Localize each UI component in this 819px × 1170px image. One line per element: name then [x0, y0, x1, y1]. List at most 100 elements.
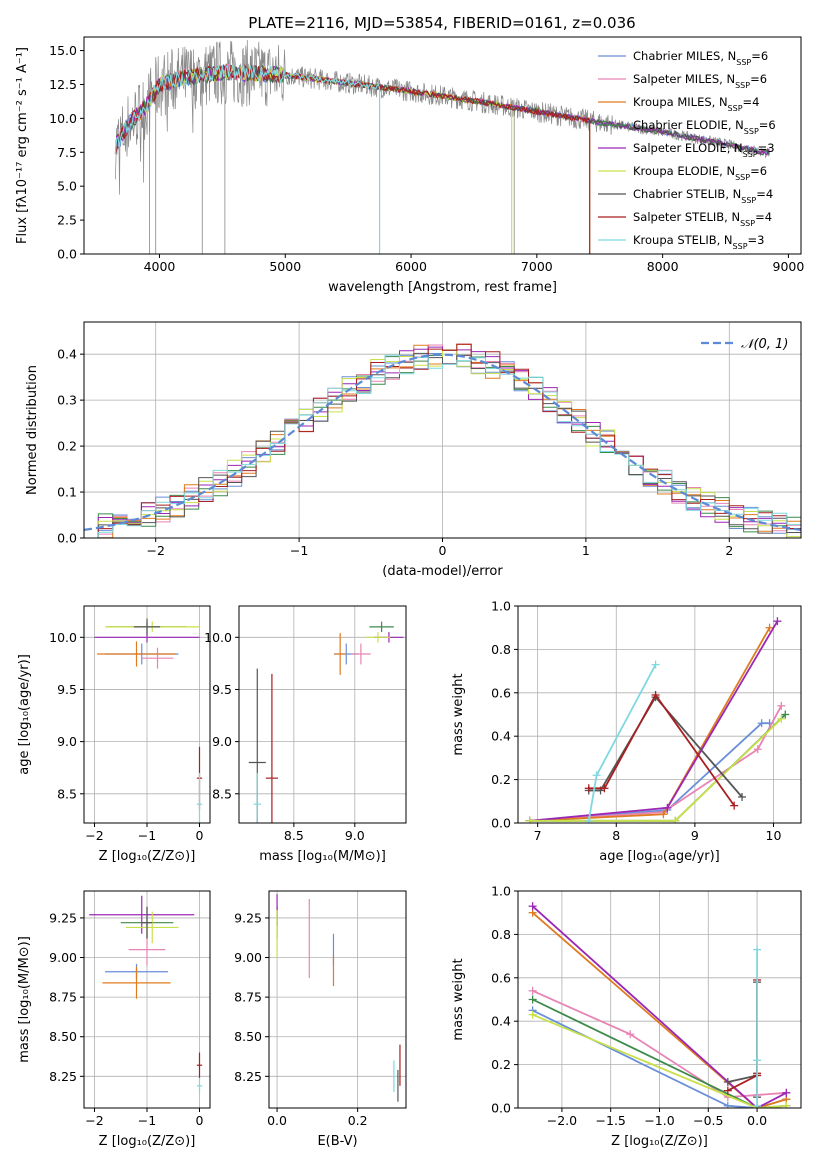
- y-tick-label: 0.0: [57, 247, 77, 262]
- errorbar-chabrier-stelib: [141, 906, 153, 939]
- age-vs-mass-panel: 8.5 9.0 8.5 9.0 9.5 10.0 mass [log₁₀(M/M⊙)]: [204, 605, 407, 864]
- x-axis-label: E(B-V): [317, 1134, 357, 1149]
- axes-frame: [268, 890, 407, 1109]
- y-axis-label: Normed distribution: [25, 365, 40, 495]
- histogram-salpeter-stelib: [84, 343, 801, 538]
- y-tick-label: 8.50: [234, 1029, 262, 1044]
- y-tick-label: 9.25: [49, 910, 77, 925]
- errorbar-kroupa-miles: [97, 641, 176, 667]
- errorbar-salpeter-miles: [351, 643, 371, 665]
- model-spectrum-kroupa-miles: [114, 63, 591, 254]
- mass-vs-ebv-plot-area: [276, 894, 401, 1102]
- errorbar-chabrier-elodie: [369, 621, 394, 633]
- y-tick-label: 0.8: [491, 642, 511, 657]
- errorbar-kroupa-elodie: [126, 911, 179, 944]
- legend-entry: Kroupa ELODIE, NSSP=6: [633, 164, 767, 182]
- y-tick-label: 8.25: [49, 1069, 77, 1084]
- x-axis-label: mass [log₁₀(M/M⊙)]: [259, 849, 386, 864]
- series-salpeter-stelib: [584, 690, 739, 810]
- series-line: [532, 912, 787, 1108]
- errorbar-kroupa-miles: [334, 633, 347, 675]
- x-tick-label: 8000: [647, 259, 679, 274]
- y-tick-label: 9.5: [212, 682, 232, 697]
- y-tick-label: 10.0: [49, 111, 77, 126]
- series-line: [587, 664, 657, 821]
- y-tick-label: 12.5: [49, 77, 77, 92]
- x-tick-label: −1.5: [596, 1113, 626, 1128]
- y-tick-label: 10.0: [204, 630, 232, 645]
- y-tick-label: 8.75: [49, 990, 77, 1005]
- legend-entry: Chabrier ELODIE, NSSP=6: [633, 118, 776, 136]
- series-line: [529, 713, 786, 822]
- y-axis-label: mass weight: [451, 673, 466, 755]
- x-tick-label: −2: [146, 543, 164, 558]
- y-tick-label: 0.8: [491, 927, 511, 942]
- series-kroupa-stelib: [753, 945, 762, 1108]
- y-tick-label: 0.6: [491, 685, 511, 700]
- errorbar-kroupa-stelib: [196, 772, 203, 823]
- legend-entry: Chabrier MILES, NSSP=6: [633, 49, 768, 67]
- series-line: [529, 705, 783, 822]
- x-tick-label: 0.2: [348, 1113, 368, 1128]
- series-salpeter-elodie: [525, 617, 782, 823]
- y-tick-label: 0.6: [491, 970, 511, 985]
- x-tick-label: 9: [691, 828, 699, 843]
- series-line: [727, 980, 758, 1092]
- y-tick-label: 10.0: [49, 630, 77, 645]
- model-spectrum-kroupa-stelib: [114, 63, 381, 254]
- x-tick-label: 4000: [144, 259, 176, 274]
- y-tick-label: 9.25: [234, 910, 262, 925]
- x-axis-label: Z [log₁₀(Z/Z⊙)]: [99, 849, 196, 864]
- panels: 4000 5000 6000 7000 8000 90000.02.55.07.510.0…: [15, 36, 805, 1149]
- residual-histogram-panel: −2 −1 0 1 2 0.0 0.1 0.2 0.3 0.4 (data-model)/error…: [25, 321, 802, 579]
- legend-entry: Kroupa STELIB, NSSP=3: [633, 233, 764, 251]
- y-tick-label: 0.4: [491, 1014, 511, 1029]
- x-tick-label: 6000: [395, 259, 427, 274]
- x-tick-label: −1.0: [644, 1113, 674, 1128]
- legend-entry: Salpeter MILES, NSSP=6: [633, 72, 767, 90]
- y-tick-label: 9.00: [49, 950, 77, 965]
- series-kroupa-elodie: [525, 714, 786, 823]
- series-line: [529, 627, 771, 822]
- y-tick-label: 0.0: [491, 816, 511, 831]
- massweight-vs-age-panel: 7 8 9 10 0.0 0.2 0.4 0.6 0.8 1.0 age [log₁₀(age/yr…: [451, 599, 802, 864]
- x-tick-label: 2: [725, 543, 733, 558]
- y-tick-label: 0.1: [57, 485, 77, 500]
- y-tick-label: 0.2: [491, 772, 511, 787]
- y-tick-label: 0.2: [491, 1057, 511, 1072]
- spectrum-legend: Chabrier MILES, NSSP=6 Salpeter MILES, NS…: [598, 49, 776, 251]
- errorbar-salpeter-elodie: [89, 895, 195, 934]
- normal-legend-label: 𝒩(0, 1): [741, 337, 788, 352]
- histogram-chabrier-stelib: [84, 352, 801, 538]
- axes-frame: [517, 605, 802, 824]
- x-tick-label: 0.0: [747, 1113, 767, 1128]
- y-tick-label: 8.5: [212, 786, 232, 801]
- errorbar-kroupa-stelib: [253, 772, 261, 823]
- y-axis-label: age [log₁₀(age/yr)]: [17, 654, 32, 775]
- x-tick-label: 0: [439, 543, 447, 558]
- x-tick-label: 9000: [773, 259, 805, 274]
- errorbar-salpeter-miles: [141, 647, 174, 669]
- mass-vs-z-plot-area: [89, 895, 203, 1094]
- x-tick-label: 10: [766, 828, 782, 843]
- y-tick-label: 9.0: [212, 734, 232, 749]
- series-line: [588, 693, 735, 807]
- errorbar-chabrier-stelib: [133, 618, 161, 636]
- y-tick-label: 0.4: [491, 729, 511, 744]
- normal-curve-line: [84, 353, 801, 531]
- x-tick-label: 1: [582, 543, 590, 558]
- errorbar-chabrier-stelib: [248, 668, 266, 823]
- series-line: [529, 718, 782, 822]
- series-salpeter-miles: [525, 701, 786, 823]
- spectrum-panel: 4000 5000 6000 7000 8000 9000 0.0 2.5 5.0 7.5 10.0…: [15, 36, 805, 295]
- y-tick-label: 0.0: [57, 531, 77, 546]
- legend-entry: Salpeter STELIB, NSSP=4: [633, 210, 772, 228]
- histogram-kroupa-stelib: [84, 354, 801, 538]
- y-tick-label: 7.5: [57, 145, 77, 160]
- legend-entry: Chabrier STELIB, NSSP=4: [633, 187, 773, 205]
- spectrum-plot-area: [114, 39, 770, 254]
- x-tick-label: −2.0: [547, 1113, 577, 1128]
- series-salpeter-stelib: [723, 975, 762, 1095]
- x-tick-label: 7: [534, 828, 542, 843]
- legend-entry: Kroupa MILES, NSSP=4: [633, 95, 759, 113]
